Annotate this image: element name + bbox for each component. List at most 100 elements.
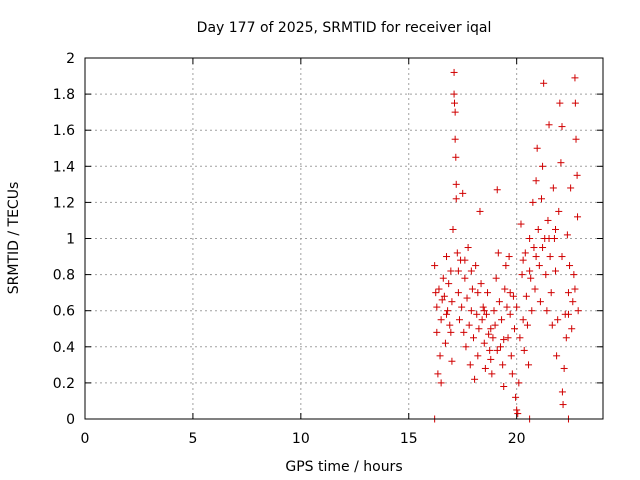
data-point xyxy=(500,383,508,391)
data-point xyxy=(471,375,479,383)
y-tick-label: 0.4 xyxy=(53,340,75,356)
data-point xyxy=(503,303,511,311)
data-point xyxy=(542,271,550,279)
data-point xyxy=(473,310,481,318)
data-point xyxy=(522,292,530,300)
data-point xyxy=(452,153,460,161)
data-point xyxy=(547,289,555,297)
data-point xyxy=(437,379,445,387)
data-point xyxy=(477,280,485,288)
data-point xyxy=(432,289,440,297)
data-point xyxy=(532,253,540,261)
data-point xyxy=(558,388,566,396)
data-point xyxy=(451,99,459,107)
data-point xyxy=(508,370,516,378)
data-point xyxy=(553,352,561,360)
y-tick-label: 0.6 xyxy=(53,304,75,320)
data-point xyxy=(526,267,534,275)
data-point xyxy=(499,361,507,369)
data-point xyxy=(489,334,497,342)
y-tick-label: 1.8 xyxy=(53,87,75,103)
y-tick-label: 0 xyxy=(66,412,75,428)
data-point xyxy=(564,289,572,297)
data-point xyxy=(569,298,577,306)
data-point xyxy=(484,289,492,297)
data-point xyxy=(475,325,483,333)
data-point xyxy=(462,343,470,351)
data-point xyxy=(514,410,522,418)
data-point xyxy=(511,325,519,333)
data-point xyxy=(519,316,527,324)
data-point xyxy=(494,249,502,257)
data-point xyxy=(513,303,521,311)
data-point xyxy=(533,144,541,152)
data-point xyxy=(512,393,520,401)
y-tick-label: 2 xyxy=(66,51,75,67)
data-point xyxy=(523,321,531,329)
data-point xyxy=(567,184,575,192)
data-point xyxy=(558,123,566,131)
data-point xyxy=(554,316,562,324)
data-point xyxy=(463,294,471,302)
data-point xyxy=(570,271,578,279)
data-point xyxy=(447,267,455,275)
data-point xyxy=(536,298,544,306)
data-point xyxy=(525,361,533,369)
data-point xyxy=(562,334,570,342)
data-point xyxy=(556,99,564,107)
data-point xyxy=(470,334,477,342)
data-point xyxy=(467,307,475,315)
data-point xyxy=(451,135,459,143)
data-point xyxy=(537,195,545,203)
data-point xyxy=(546,253,554,261)
data-point xyxy=(468,285,476,293)
data-point xyxy=(532,177,540,185)
data-point xyxy=(455,316,463,324)
data-point xyxy=(453,249,461,257)
data-point xyxy=(520,346,528,354)
data-point xyxy=(436,352,444,360)
data-point xyxy=(498,316,506,324)
chart-title: Day 177 of 2025, SRMTID for receiver iqa… xyxy=(197,20,492,36)
data-point xyxy=(465,321,473,329)
data-point xyxy=(526,235,534,242)
y-tick-label: 1.4 xyxy=(53,159,75,175)
data-point xyxy=(437,316,445,324)
data-point xyxy=(490,307,498,315)
data-point xyxy=(516,334,524,342)
data-point xyxy=(502,262,510,270)
data-point xyxy=(480,307,488,315)
data-point xyxy=(444,307,452,315)
data-point xyxy=(531,285,539,293)
data-point xyxy=(563,231,571,239)
data-point xyxy=(513,406,521,414)
data-point xyxy=(552,267,560,275)
data-point xyxy=(572,135,580,143)
data-point xyxy=(492,274,500,282)
data-point xyxy=(448,298,456,306)
y-tick-label: 1.2 xyxy=(53,195,75,211)
data-point xyxy=(540,79,548,87)
data-point xyxy=(480,339,488,347)
data-point xyxy=(431,262,439,270)
x-tick-label: 0 xyxy=(81,431,90,447)
data-point xyxy=(574,213,582,221)
data-point xyxy=(435,285,443,293)
data-point xyxy=(452,180,460,188)
data-point xyxy=(539,244,547,252)
data-point xyxy=(528,307,536,315)
grid-lines xyxy=(85,58,603,419)
data-point xyxy=(519,256,527,264)
data-point xyxy=(518,271,526,279)
data-point xyxy=(461,274,469,282)
data-point xyxy=(504,334,512,342)
x-axis-label: GPS time / hours xyxy=(285,459,402,475)
data-point xyxy=(491,321,499,329)
data-point xyxy=(529,198,537,206)
data-point xyxy=(534,225,542,233)
data-point xyxy=(454,267,462,275)
data-point xyxy=(486,346,494,354)
data-point xyxy=(485,330,493,338)
y-axis-label: SRMTID / TECUs xyxy=(6,182,22,295)
data-point xyxy=(573,171,581,179)
